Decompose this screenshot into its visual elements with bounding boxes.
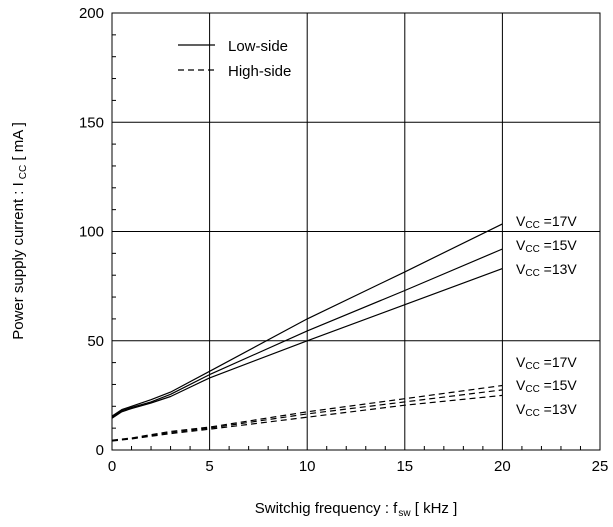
series-line-low-side-1 [111,248,503,418]
series-line-low-side-2 [111,268,503,419]
curve-label-sub: CC [525,361,539,372]
curve-label-sub: CC [525,244,539,255]
x-tick-label: 20 [494,458,511,475]
curve-label-pre: V [516,401,526,417]
curve-label-pre: V [516,377,526,393]
curve-label-post: =13V [540,401,578,417]
x-tick-labels: 0 5 10 15 20 25 [108,458,609,475]
curve-label-post: =13V [540,261,578,277]
legend-label-high-side: High-side [228,63,291,80]
series-lines [111,223,503,442]
curve-label-0: VCC =17V [516,213,577,231]
y-axis-title-sub: CC [18,165,29,179]
series-line-high-side-4 [111,389,503,442]
curve-label-pre: V [516,354,526,370]
y-tick-label: 100 [79,224,104,241]
y-axis-title-main: Power supply current : I [10,182,27,340]
x-axis-title-sub: sw [398,508,411,519]
curve-label-4: VCC =15V [516,377,577,395]
curve-label-sub: CC [525,408,539,419]
series-line-low-side-0 [111,223,503,417]
curve-label-post: =15V [540,237,578,253]
legend: Low-side High-side [178,38,291,80]
curve-label-sub: CC [525,268,539,279]
curve-label-sub: CC [525,220,539,231]
y-axis-title-unit: [ mA ] [10,122,27,165]
curve-label-pre: V [516,237,526,253]
x-tick-label: 5 [205,458,213,475]
x-axis-title-main: Switchig frequency : f [255,500,398,517]
legend-label-low-side: Low-side [228,38,288,55]
curve-label-pre: V [516,261,526,277]
curve-label-post: =17V [540,354,578,370]
x-tick-label: 10 [299,458,316,475]
y-tick-label: 150 [79,114,104,131]
minor-ticks [112,34,581,450]
curve-label-3: VCC =17V [516,354,577,372]
y-tick-label: 50 [87,333,104,350]
curve-label-pre: V [516,213,526,229]
x-axis-title-unit: [ kHz ] [411,500,458,517]
x-tick-label: 0 [108,458,116,475]
y-axis-title: Power supply current : I CC [ mA ] [10,122,29,340]
curve-label-1: VCC =15V [516,237,577,255]
plot-area-frame [111,12,601,451]
series-line-high-side-3 [111,384,503,441]
x-axis-title: Switchig frequency : fsw [ kHz ] [255,500,457,519]
y-tick-labels: 0 50 100 150 200 [79,5,104,459]
curve-label-5: VCC =13V [516,401,577,419]
curve-label-2: VCC =13V [516,261,577,279]
grid [112,13,600,450]
curve-label-post: =17V [540,213,578,229]
x-tick-label: 15 [396,458,413,475]
curve-label-post: =15V [540,377,578,393]
x-tick-label: 25 [592,458,609,475]
curve-label-sub: CC [525,384,539,395]
y-tick-label: 200 [79,5,104,22]
series-line-high-side-5 [111,394,503,442]
y-tick-label: 0 [96,442,104,459]
